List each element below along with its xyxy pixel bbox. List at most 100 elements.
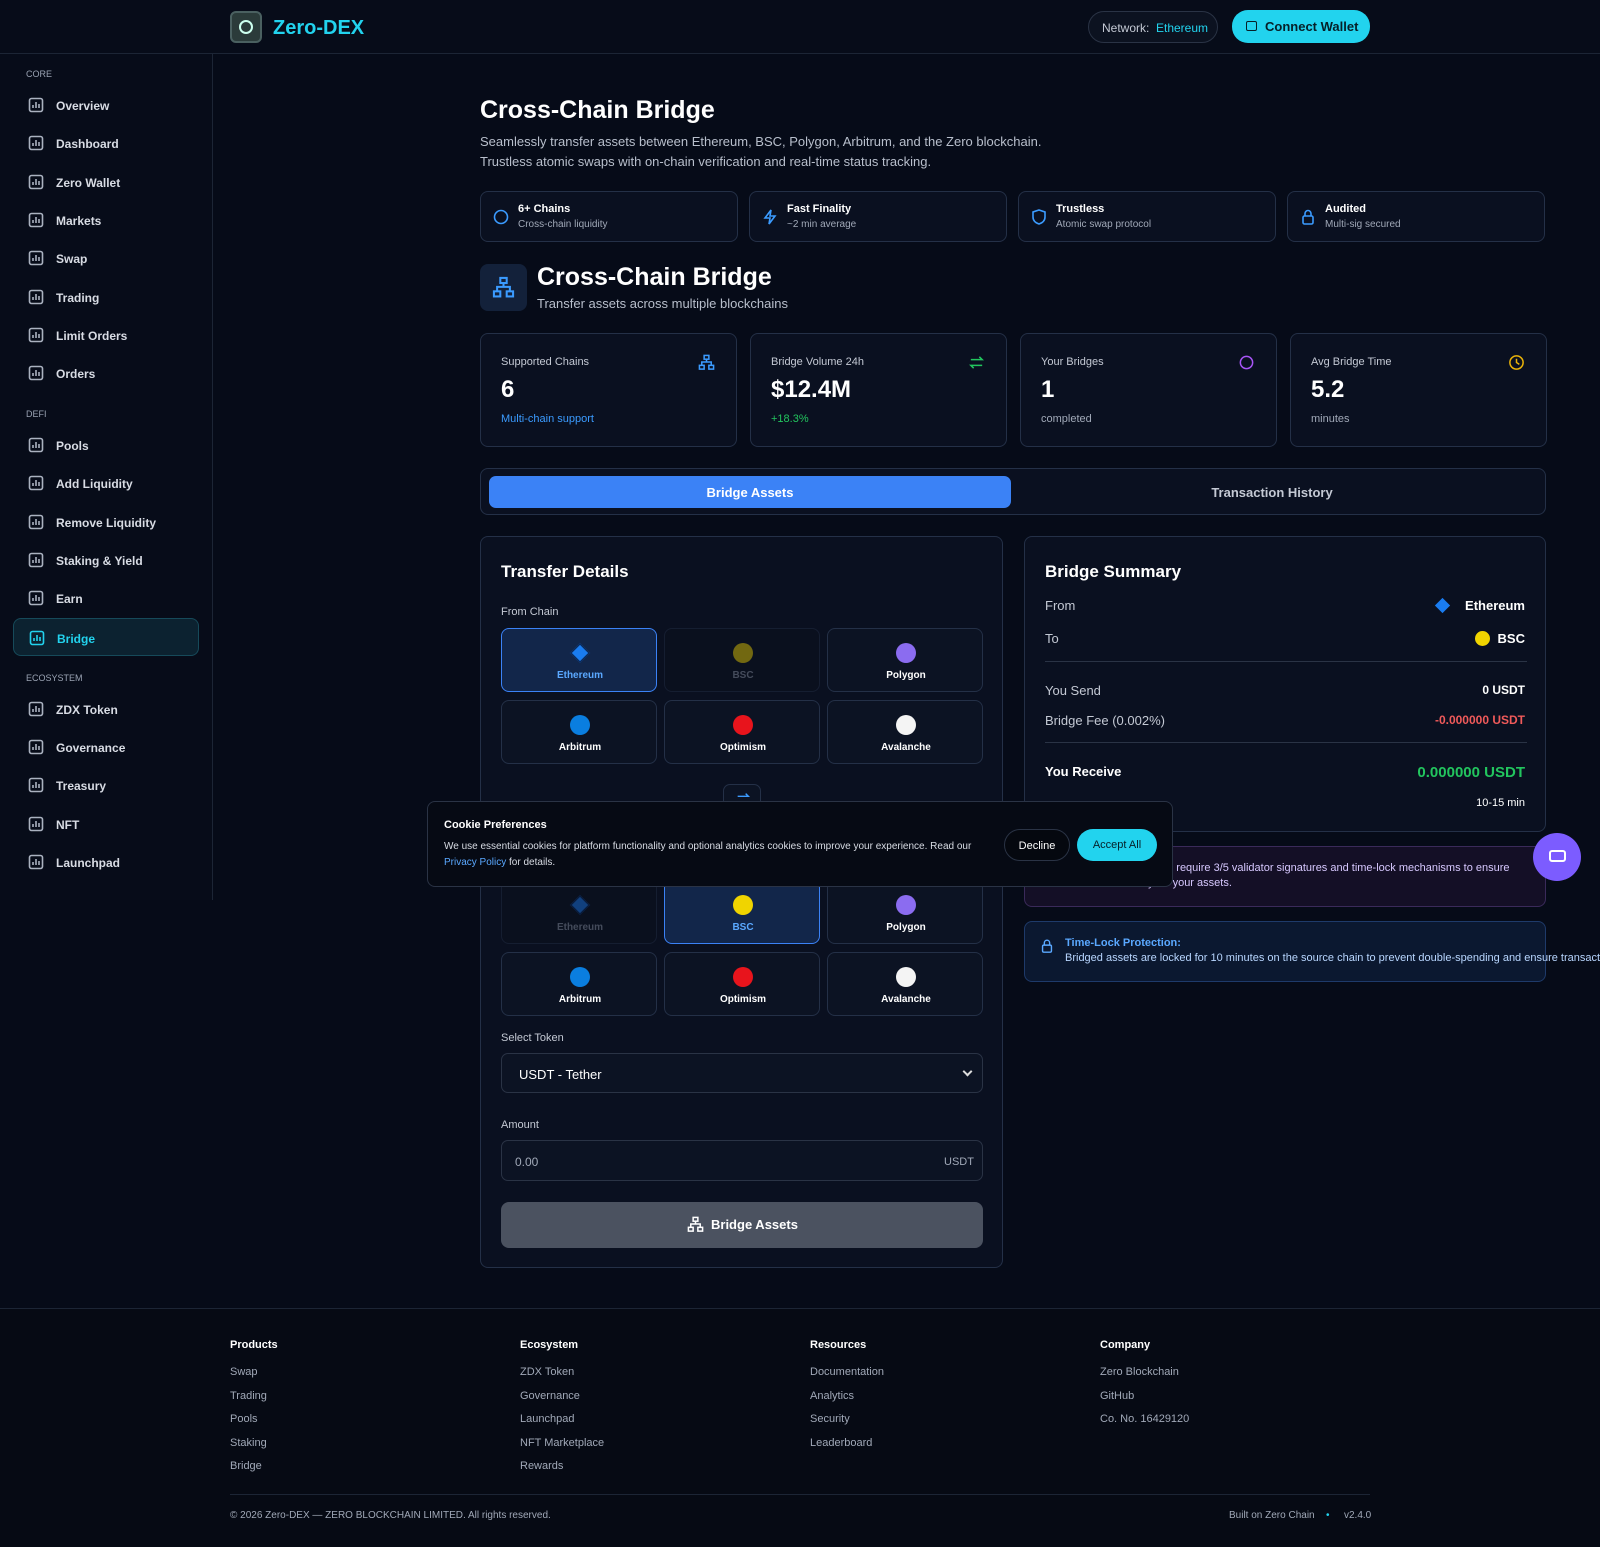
divider	[1045, 742, 1527, 743]
footer-link[interactable]: Rewards	[520, 1460, 564, 1472]
chain-option[interactable]: Polygon	[827, 628, 983, 692]
chain-dot	[1475, 631, 1490, 646]
nav-item[interactable]: Add Liquidity	[13, 464, 199, 502]
footer-link[interactable]: Launchpad	[520, 1413, 575, 1425]
chain-option[interactable]: Arbitrum	[501, 700, 657, 764]
footer-link[interactable]: Co. No. 16429120	[1100, 1413, 1190, 1425]
feature-title: Fast Finality	[787, 203, 852, 215]
timelock-note: Time-Lock Protection: Bridged assets are…	[1024, 921, 1600, 982]
icon-svg	[28, 437, 44, 453]
footer-link[interactable]: Swap	[230, 1366, 258, 1378]
chain-dot	[1434, 597, 1451, 614]
chat-button[interactable]	[1533, 833, 1581, 881]
nav-item[interactable]: Bridge	[13, 617, 199, 656]
accept-button[interactable]: Accept All	[1077, 829, 1157, 861]
footer-link[interactable]: Staking	[230, 1436, 267, 1449]
chain-name: Arbitrum	[558, 742, 602, 753]
footer-link[interactable]: Documentation	[810, 1366, 884, 1378]
nav-item[interactable]: Remove Liquidity	[13, 503, 199, 541]
chain-option[interactable]: BSC	[664, 880, 820, 944]
wallet-icon	[1246, 21, 1257, 31]
chain-option[interactable]: Avalanche	[827, 952, 983, 1016]
section-title: Cross-Chain Bridge	[537, 263, 772, 291]
chain-option[interactable]: Avalanche	[827, 700, 983, 764]
icon	[492, 276, 515, 299]
amount-input[interactable]: 0.00 USDT	[501, 1140, 983, 1181]
chain-name: Ethereum	[556, 670, 604, 681]
chain-option[interactable]: Optimism	[664, 700, 820, 764]
connect-wallet[interactable]: Connect Wallet	[1232, 10, 1370, 43]
chain-icon	[570, 967, 590, 987]
chain-option[interactable]: Arbitrum	[501, 952, 657, 1016]
chain-option[interactable]: Polygon	[827, 880, 983, 944]
cookie-body: We use essential cookies for platform fu…	[444, 841, 972, 852]
version: v2.4.0	[1344, 1510, 1372, 1521]
nav-item[interactable]: Pools	[13, 426, 199, 464]
icon	[27, 364, 45, 382]
nav-item[interactable]: Dashboard	[13, 124, 199, 162]
nav-label: Dashboard	[56, 137, 119, 152]
footer-link[interactable]: Zero Blockchain	[1100, 1366, 1179, 1378]
nav-item[interactable]: NFT	[13, 805, 199, 843]
footer-link[interactable]: NFT Marketplace	[520, 1436, 605, 1449]
feature-title: 6+ Chains	[518, 203, 571, 215]
stat-note: +18.3%	[771, 413, 809, 425]
nav-item[interactable]: Trading	[13, 278, 199, 316]
feature-card: Audited Multi-sig secured	[1287, 191, 1545, 242]
network-pill[interactable]: Network: Ethereum	[1088, 11, 1218, 43]
tab[interactable]: Transaction History	[1011, 476, 1533, 508]
summary-value: -0.000000 USDT	[1434, 713, 1525, 727]
footer-link[interactable]: Security	[810, 1413, 850, 1425]
nav-item[interactable]: Earn	[13, 579, 199, 617]
chain-option[interactable]: Ethereum	[501, 880, 657, 944]
timelock-title: Time-Lock Protection:	[1065, 937, 1181, 949]
chat-icon	[1549, 850, 1566, 862]
footer-link[interactable]: Trading	[230, 1389, 267, 1402]
icon-svg	[28, 327, 44, 343]
icon	[27, 173, 45, 191]
icon	[27, 700, 45, 718]
nav-item[interactable]: Governance	[13, 728, 199, 766]
nav-item[interactable]: Orders	[13, 354, 199, 392]
privacy-link[interactable]: Privacy Policy	[444, 857, 507, 868]
nav-item[interactable]: Zero Wallet	[13, 163, 199, 201]
footer-link[interactable]: GitHub	[1100, 1389, 1135, 1402]
icon-svg	[493, 209, 509, 225]
accept-label: Accept All	[1092, 839, 1142, 851]
nav-item[interactable]: Markets	[13, 201, 199, 239]
nav-item[interactable]: Overview	[13, 86, 199, 124]
chain-option[interactable]: BSC	[664, 628, 820, 692]
footer-link[interactable]: Leaderboard	[810, 1436, 873, 1449]
tab[interactable]: Bridge Assets	[489, 476, 1011, 508]
page-subtitle: Trustless atomic swaps with on-chain ver…	[480, 154, 932, 169]
sidebar-section-title: CORE	[26, 69, 53, 79]
footer-link[interactable]: Bridge	[230, 1460, 262, 1472]
footer-link[interactable]: ZDX Token	[520, 1366, 575, 1378]
icon-svg	[28, 514, 44, 529]
footer-link[interactable]: Governance	[520, 1389, 580, 1402]
nav-item[interactable]: Limit Orders	[13, 316, 199, 354]
footer: Products Swap Trading Pools Staking Bridge Eco…	[0, 1308, 1600, 1547]
bridge-button[interactable]: Bridge Assets	[501, 1202, 983, 1248]
nav-item[interactable]: Staking & Yield	[13, 541, 199, 579]
nav-item[interactable]: Treasury	[13, 766, 199, 804]
chain-option[interactable]: Optimism	[664, 952, 820, 1016]
nav-item[interactable]: Launchpad	[13, 843, 199, 881]
chain-option[interactable]: Ethereum	[501, 628, 657, 692]
icon	[698, 354, 715, 371]
footer-link[interactable]: Analytics	[810, 1389, 855, 1402]
nav-item[interactable]: ZDX Token	[13, 690, 199, 728]
decline-button[interactable]: Decline	[1004, 829, 1070, 861]
icon-svg	[28, 552, 44, 568]
nav-item[interactable]: Swap	[13, 239, 199, 277]
summary-card: Bridge Summary From Ethereum To BSC You Send 0…	[1024, 536, 1546, 832]
icon-svg	[28, 854, 44, 870]
token-select[interactable]: USDT - Tether	[501, 1053, 983, 1093]
card-title: Bridge Summary	[1045, 562, 1182, 581]
icon-svg	[29, 630, 45, 645]
footer-link[interactable]: Pools	[230, 1413, 258, 1425]
icon	[27, 776, 45, 794]
icon-svg	[28, 777, 44, 793]
feature-title: Audited	[1325, 203, 1366, 215]
stat-value: 5.2	[1311, 376, 1345, 403]
